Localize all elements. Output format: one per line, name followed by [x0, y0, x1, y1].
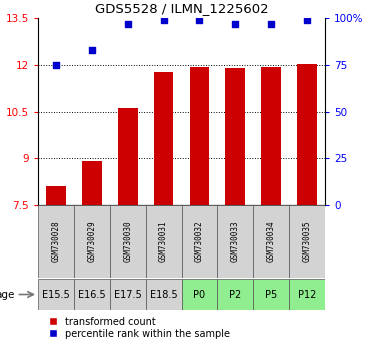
- Text: GSM730031: GSM730031: [159, 221, 168, 262]
- Text: E15.5: E15.5: [42, 290, 70, 299]
- Legend: transformed count, percentile rank within the sample: transformed count, percentile rank withi…: [43, 317, 230, 339]
- Bar: [253, 279, 289, 310]
- Text: E18.5: E18.5: [150, 290, 177, 299]
- Text: GSM730029: GSM730029: [87, 221, 96, 262]
- Text: GSM730028: GSM730028: [51, 221, 61, 262]
- Point: [89, 47, 95, 53]
- Bar: [189, 67, 209, 205]
- Bar: [297, 64, 317, 205]
- Bar: [146, 279, 181, 310]
- Bar: [46, 186, 66, 205]
- Title: GDS5528 / ILMN_1225602: GDS5528 / ILMN_1225602: [95, 2, 268, 16]
- Bar: [154, 72, 173, 205]
- Bar: [74, 205, 110, 278]
- Bar: [181, 205, 218, 278]
- Bar: [181, 279, 218, 310]
- Point: [268, 21, 274, 27]
- Bar: [289, 279, 325, 310]
- Bar: [261, 67, 281, 205]
- Bar: [38, 205, 74, 278]
- Point: [196, 17, 202, 23]
- Text: GSM730032: GSM730032: [195, 221, 204, 262]
- Text: GSM730030: GSM730030: [123, 221, 132, 262]
- Text: age: age: [0, 290, 15, 299]
- Point: [125, 21, 131, 27]
- Bar: [226, 68, 245, 205]
- Bar: [110, 279, 146, 310]
- Text: P2: P2: [229, 290, 241, 299]
- Text: P12: P12: [298, 290, 316, 299]
- Bar: [118, 108, 138, 205]
- Bar: [82, 161, 102, 205]
- Point: [161, 17, 166, 23]
- Point: [304, 17, 310, 23]
- Bar: [146, 205, 181, 278]
- Text: GSM730034: GSM730034: [267, 221, 276, 262]
- Bar: [289, 205, 325, 278]
- Text: GSM730035: GSM730035: [303, 221, 312, 262]
- Text: P0: P0: [193, 290, 205, 299]
- Point: [233, 21, 238, 27]
- Bar: [110, 205, 146, 278]
- Bar: [218, 205, 253, 278]
- Bar: [38, 279, 74, 310]
- Bar: [218, 279, 253, 310]
- Text: P5: P5: [265, 290, 277, 299]
- Text: E16.5: E16.5: [78, 290, 105, 299]
- Text: GSM730033: GSM730033: [231, 221, 240, 262]
- Text: E17.5: E17.5: [114, 290, 142, 299]
- Point: [53, 62, 59, 68]
- Bar: [253, 205, 289, 278]
- Bar: [74, 279, 110, 310]
